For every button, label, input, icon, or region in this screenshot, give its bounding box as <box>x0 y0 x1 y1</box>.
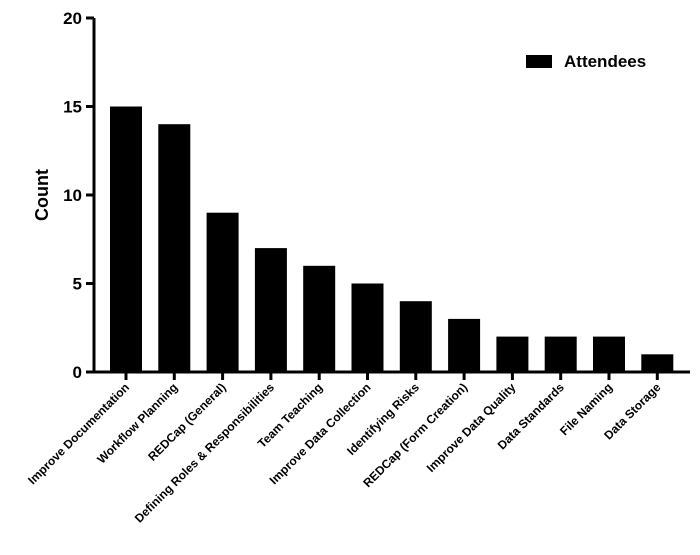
y-tick-label: 10 <box>63 186 82 205</box>
legend: Attendees <box>526 52 646 71</box>
bar <box>254 248 287 372</box>
y-axis-title: Count <box>32 169 52 221</box>
bar <box>496 336 529 372</box>
bar <box>110 106 142 372</box>
x-tick-label: Workflow Planning <box>94 380 180 466</box>
y-axis: 0 5 10 15 20 <box>63 9 96 382</box>
legend-swatch <box>526 55 552 68</box>
legend-label: Attendees <box>564 52 646 71</box>
y-tick-label: 15 <box>63 98 82 117</box>
bar <box>544 336 577 372</box>
bar <box>641 354 674 372</box>
bar <box>351 283 384 372</box>
bar <box>206 212 239 372</box>
bars <box>110 106 674 372</box>
bar <box>593 336 625 372</box>
y-tick-label: 5 <box>73 275 82 294</box>
y-tick-label: 0 <box>73 363 82 382</box>
bar <box>448 318 481 372</box>
y-tick-label: 20 <box>63 9 82 28</box>
bar <box>158 124 191 372</box>
x-tick-label: Improve Data Quality <box>424 380 519 475</box>
bar <box>399 301 432 372</box>
bar <box>303 265 336 372</box>
